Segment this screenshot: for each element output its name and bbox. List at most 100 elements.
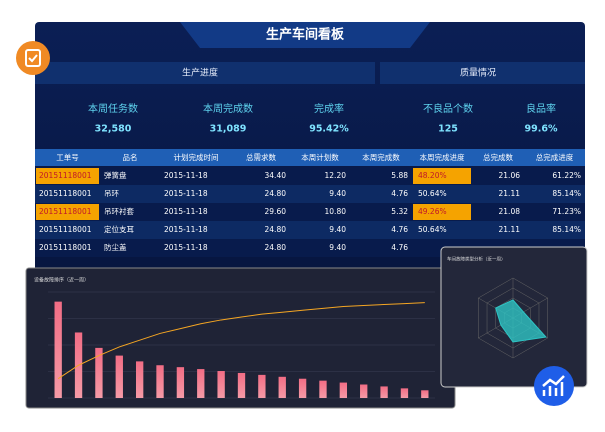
bar: [95, 347, 103, 398]
table-cell: 9.40: [329, 189, 346, 198]
table-cell: 24.80: [265, 225, 287, 234]
table-cell: 9.40: [329, 243, 346, 252]
table-cell: 弹簧盘: [104, 170, 127, 180]
column-header: 总需求数: [246, 152, 276, 162]
kpi-value: 125: [438, 124, 458, 135]
kpi-value: 99.6%: [525, 124, 558, 135]
radar-title: 车间故障类型分析（近一周）: [447, 256, 506, 263]
cumulative-line: [57, 302, 425, 380]
table-cell: 24.80: [265, 243, 287, 252]
table-cell: 20151118001: [39, 171, 92, 180]
column-header: 计划完成时间: [174, 152, 219, 162]
table-cell: 10.80: [325, 207, 347, 216]
title-banner: [180, 22, 430, 48]
column-header: 总完成数: [483, 152, 513, 162]
table-cell: 85.14%: [552, 225, 581, 234]
chart-icon: [534, 366, 574, 406]
table-cell: 4.76: [391, 243, 408, 252]
table-cell: 9.40: [329, 225, 346, 234]
bar: [176, 367, 185, 398]
title: 生产车间看板: [266, 27, 345, 43]
column-header: 本周计划数: [301, 152, 339, 162]
table-cell: 48.20%: [418, 171, 447, 180]
highlight-cell: [413, 168, 471, 184]
table-cell: 定位支耳: [104, 224, 134, 234]
table-cell: 2015-11-18: [164, 243, 208, 252]
table-cell: 21.11: [499, 189, 521, 198]
section-bar: [35, 62, 375, 84]
table-row: [35, 221, 585, 239]
bar: [319, 380, 327, 398]
highlight-cell: [36, 168, 99, 184]
column-header: 品名: [123, 152, 138, 162]
highlight-cell: [36, 204, 99, 220]
bar: [360, 384, 368, 398]
table-cell: 2015-11-18: [164, 225, 208, 234]
column-header: 工单号: [56, 152, 79, 162]
bar: [54, 301, 62, 398]
bar: [298, 378, 307, 398]
bar: [400, 388, 409, 398]
table-cell: 21.06: [499, 171, 521, 180]
bar: [156, 365, 164, 398]
table-cell: 85.14%: [552, 189, 581, 198]
kpi-label: 不良品个数: [423, 102, 473, 115]
table-cell: 50.64%: [418, 189, 447, 198]
table-cell: 吊环: [104, 189, 119, 198]
bar: [217, 371, 225, 398]
column-header: 本周完成进度: [420, 152, 465, 162]
table-cell: 50.64%: [418, 225, 447, 234]
section-bar: [380, 62, 585, 84]
bar: [115, 355, 123, 398]
table-cell: 防尘盖: [104, 242, 127, 252]
kpi-label: 本周完成数: [203, 102, 253, 115]
column-header: 本周完成数: [362, 152, 400, 162]
pareto-title: 设备故障排序（近一周）: [34, 277, 89, 284]
column-header: 总完成进度: [536, 152, 574, 162]
bar: [135, 361, 144, 398]
table-cell: 49.26%: [418, 207, 447, 216]
table-cell: 34.40: [265, 171, 287, 180]
bar: [278, 376, 286, 398]
table-cell: 吊环衬套: [104, 206, 134, 216]
table-cell: 20151118001: [39, 225, 92, 234]
kpi-label: 本周任务数: [88, 102, 138, 115]
radar-area: [495, 299, 547, 343]
table-cell: 21.11: [499, 225, 521, 234]
table-cell: 2015-11-18: [164, 171, 208, 180]
table-cell: 2015-11-18: [164, 207, 208, 216]
table-cell: 20151118001: [39, 243, 92, 252]
table-cell: 61.22%: [552, 171, 581, 180]
table-cell: 20151118001: [39, 207, 92, 216]
table-cell: 2015-11-18: [164, 189, 208, 198]
bar: [237, 372, 246, 398]
bar: [380, 386, 388, 398]
table-cell: 20151118001: [39, 189, 92, 198]
kpi-value: 95.42%: [309, 124, 349, 135]
table-cell: 4.76: [391, 225, 408, 234]
clipboard: [25, 49, 41, 67]
table-cell: 29.60: [265, 207, 287, 216]
bar: [421, 390, 429, 398]
table-row: [35, 185, 585, 203]
kpi-value: 31,089: [210, 124, 247, 135]
kpi-value: 32,580: [95, 124, 132, 135]
table-cell: 71.23%: [552, 207, 581, 216]
bar: [339, 382, 348, 398]
task-icon: [16, 41, 50, 75]
table-cell: 24.80: [265, 189, 287, 198]
section-title: 生产进度: [182, 67, 218, 79]
table-cell: 5.88: [391, 171, 408, 180]
table-cell: 5.32: [391, 207, 408, 216]
kpi-label: 良品率: [526, 102, 556, 115]
section-title: 质量情况: [460, 67, 496, 79]
table-cell: 12.20: [325, 171, 347, 180]
table-cell: 21.08: [499, 207, 521, 216]
bar: [258, 374, 266, 398]
kpi-label: 完成率: [314, 102, 344, 115]
chart-glyph: [542, 375, 565, 396]
table-header: [35, 149, 585, 166]
check: [28, 54, 38, 63]
highlight-cell: [413, 204, 471, 220]
